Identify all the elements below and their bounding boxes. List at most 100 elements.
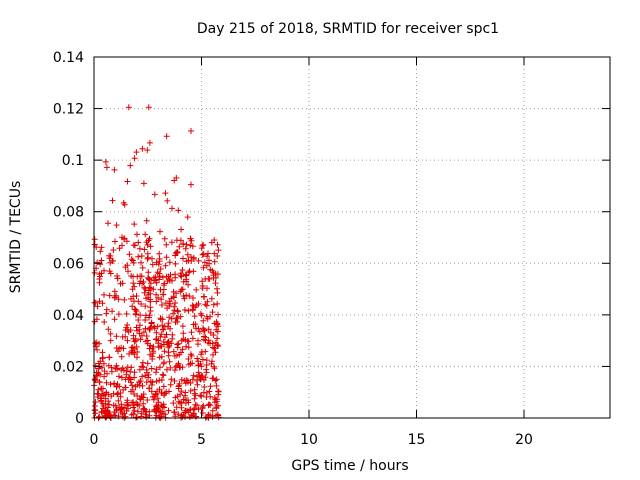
data-point	[162, 411, 169, 418]
y-tick-label: 0.14	[53, 50, 84, 66]
data-point	[125, 402, 132, 409]
data-point	[113, 333, 120, 340]
data-point	[159, 302, 165, 308]
data-point	[183, 241, 190, 248]
data-point	[190, 412, 197, 418]
data-point	[171, 409, 178, 416]
data-point	[126, 375, 133, 382]
data-point	[179, 364, 186, 371]
data-point	[207, 266, 214, 273]
data-point	[128, 256, 135, 263]
data-point	[208, 360, 215, 367]
data-point	[188, 352, 195, 359]
data-point	[140, 400, 147, 407]
data-point	[173, 249, 180, 256]
data-point	[106, 292, 113, 299]
data-point	[152, 390, 159, 397]
data-point	[178, 273, 185, 280]
data-point	[177, 237, 184, 244]
data-point	[115, 311, 122, 318]
data-point	[168, 295, 175, 302]
data-point	[134, 354, 140, 361]
data-point	[95, 386, 102, 393]
data-point	[215, 391, 222, 398]
x-tick-labels: 0 5 10 15 20	[90, 432, 533, 448]
data-point	[105, 326, 112, 333]
data-point	[149, 255, 155, 262]
data-point	[153, 259, 160, 266]
data-point	[107, 381, 114, 388]
data-point	[188, 237, 195, 244]
data-point	[196, 328, 203, 335]
data-point	[122, 327, 129, 334]
data-point	[214, 320, 221, 327]
data-point	[182, 413, 188, 420]
data-point	[157, 228, 163, 235]
data-point	[94, 390, 101, 397]
data-point	[139, 264, 146, 271]
data-point	[134, 273, 141, 280]
data-point	[115, 348, 121, 355]
data-point	[91, 236, 98, 243]
data-point	[202, 348, 209, 355]
data-point	[149, 353, 156, 360]
data-point	[115, 397, 122, 404]
data-point	[156, 250, 163, 257]
data-point	[214, 342, 221, 348]
data-point	[114, 273, 121, 279]
data-point	[158, 377, 165, 383]
data-point	[212, 399, 218, 406]
data-point	[180, 255, 186, 262]
data-point	[127, 368, 134, 375]
data-point	[165, 407, 172, 414]
data-point	[161, 359, 167, 366]
data-point	[111, 166, 118, 173]
data-point	[188, 329, 195, 336]
y-tick-label: 0.02	[53, 359, 84, 375]
y-tick-label: 0.04	[53, 308, 84, 324]
data-point	[153, 279, 160, 286]
data-point	[171, 177, 178, 184]
data-point	[153, 402, 160, 409]
data-point	[153, 329, 160, 336]
data-point	[159, 322, 166, 329]
data-point	[204, 298, 211, 305]
data-point	[106, 401, 113, 408]
data-point	[130, 242, 137, 249]
data-point	[183, 397, 190, 404]
data-point	[206, 257, 212, 264]
data-point	[182, 389, 189, 396]
data-point	[180, 330, 187, 337]
data-point	[130, 280, 137, 287]
data-point	[201, 384, 208, 390]
data-point	[157, 333, 164, 340]
data-point	[200, 241, 207, 248]
data-point	[144, 369, 150, 376]
data-point	[188, 128, 194, 134]
data-point	[147, 285, 154, 292]
data-point	[178, 412, 185, 419]
data-point	[193, 286, 200, 293]
data-point	[128, 411, 135, 418]
data-point	[195, 406, 202, 413]
data-point	[184, 214, 191, 221]
data-point	[156, 273, 163, 280]
data-point	[157, 315, 164, 322]
data-point	[109, 257, 116, 264]
data-point	[179, 286, 186, 293]
data-point	[107, 270, 114, 277]
data-point	[175, 207, 182, 214]
data-point	[154, 395, 161, 402]
data-point	[151, 191, 158, 198]
data-point	[98, 409, 105, 416]
data-point	[169, 205, 175, 212]
data-point	[201, 259, 208, 266]
data-point	[164, 305, 171, 312]
data-point	[157, 266, 164, 272]
data-point	[208, 295, 215, 302]
data-point	[168, 239, 175, 246]
data-point	[200, 264, 207, 271]
data-point	[123, 371, 130, 378]
data-point	[143, 414, 150, 421]
data-point	[145, 269, 152, 276]
